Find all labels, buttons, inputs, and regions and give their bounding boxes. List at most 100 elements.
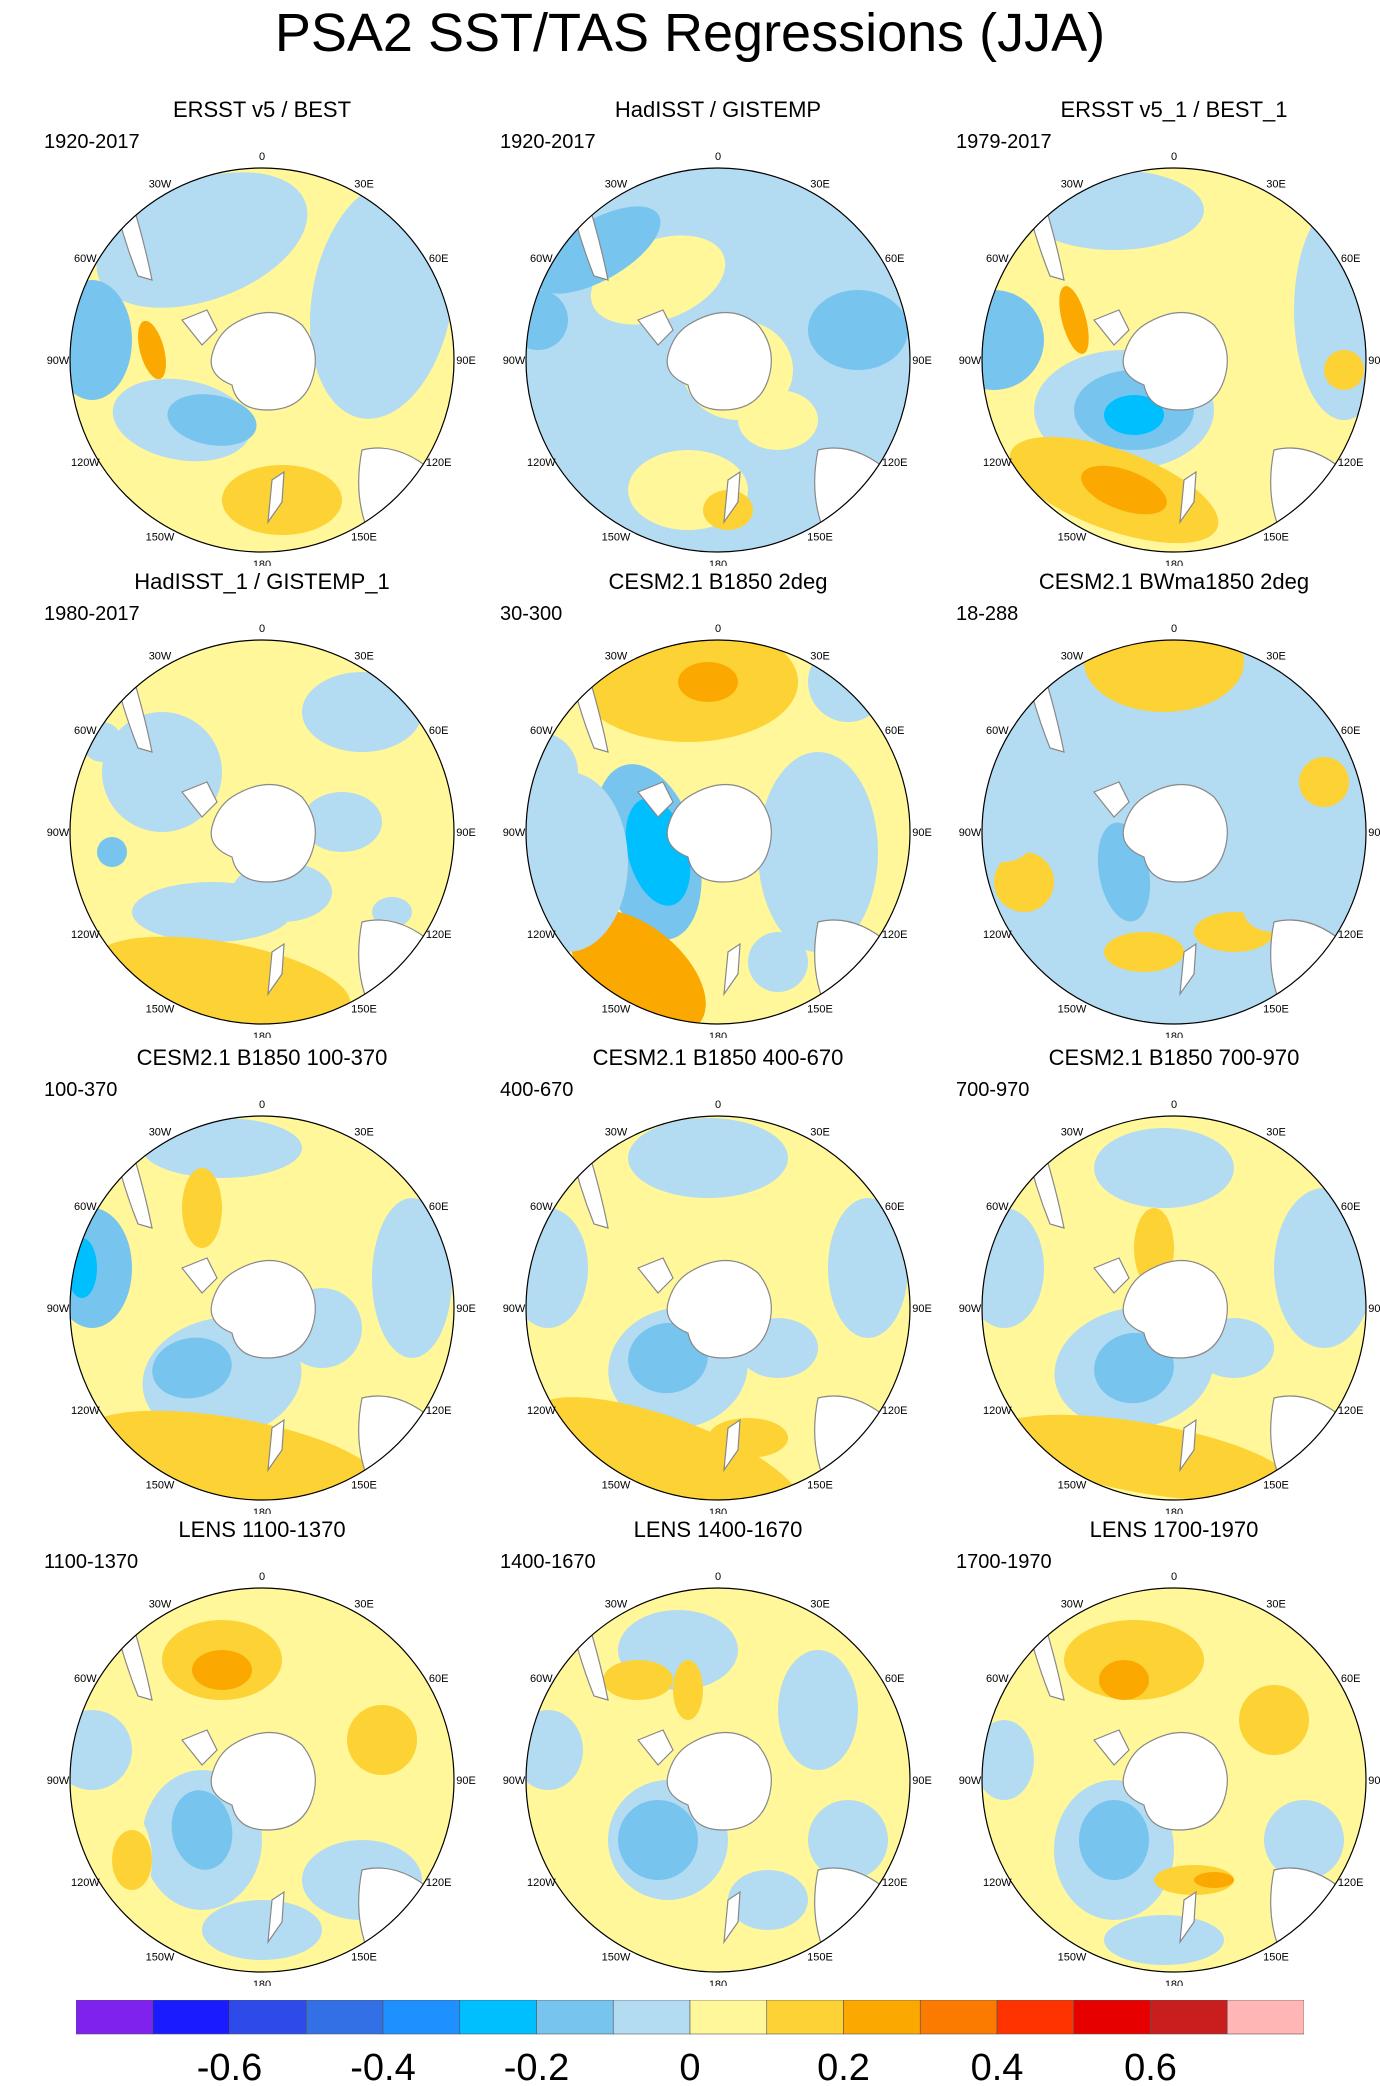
longitude-label: 60E xyxy=(1341,253,1361,265)
polar-map: 0 30E 60E 90E 120E 150E 180 150W 120W 90W 60W 30W xyxy=(503,623,932,1038)
longitude-label: 90E xyxy=(1368,355,1380,367)
field-contour xyxy=(778,1650,858,1770)
temperature-field xyxy=(70,640,454,1024)
panel-title: HadISST / GISTEMP xyxy=(614,97,822,122)
longitude-label: 60E xyxy=(429,725,449,737)
longitude-label: 30W xyxy=(1061,1126,1084,1138)
longitude-label: 60E xyxy=(885,1201,905,1213)
field-contour xyxy=(1294,200,1366,420)
longitude-label: 180 xyxy=(253,1979,271,1986)
longitude-label: 90W xyxy=(503,355,526,367)
map-panel: 0 30E 60E 90E 120E 150E 180 150W 120W 90W 60W 30W LE… xyxy=(492,1516,944,1986)
field-contour xyxy=(828,1198,908,1338)
field-contour xyxy=(526,772,628,952)
longitude-label: 30E xyxy=(354,650,374,662)
longitude-label: 60E xyxy=(885,253,905,265)
longitude-label: 60W xyxy=(530,253,553,265)
longitude-label: 150W xyxy=(602,1480,631,1492)
longitude-label: 30W xyxy=(605,178,628,190)
new-zealand-coastline xyxy=(1179,942,1197,997)
longitude-label: 150E xyxy=(1263,1004,1289,1016)
temperature-field xyxy=(526,640,910,1024)
longitude-label: 150E xyxy=(807,1952,833,1964)
panel-period: 100-370 xyxy=(44,1079,118,1101)
longitude-label: 90E xyxy=(912,355,932,367)
field-contour xyxy=(1239,1685,1309,1755)
longitude-label: 180 xyxy=(709,1031,727,1038)
longitude-label: 90W xyxy=(47,1775,70,1787)
field-contour xyxy=(526,290,568,350)
longitude-label: 90W xyxy=(47,827,70,839)
field-contour xyxy=(728,1870,808,1930)
longitude-label: 150E xyxy=(351,1952,377,1964)
longitude-label: 120W xyxy=(983,457,1012,469)
longitude-label: 30W xyxy=(1061,178,1084,190)
longitude-label: 30E xyxy=(354,1126,374,1138)
longitude-label: 90W xyxy=(503,1775,526,1787)
longitude-label: 30E xyxy=(810,1126,830,1138)
panel-period: 30-300 xyxy=(500,603,563,625)
colorbar-swatch xyxy=(229,2000,307,2035)
map-panel: 0 30E 60E 90E 120E 150E 180 150W 120W 90W 60W 30W ER… xyxy=(36,96,488,566)
polar-map: 0 30E 60E 90E 120E 150E 180 150W 120W 90W 60W 30W xyxy=(503,1571,932,1986)
longitude-label: 120W xyxy=(71,1877,100,1889)
field-contour xyxy=(570,910,706,1024)
longitude-label: 150E xyxy=(1263,532,1289,544)
map-border xyxy=(525,167,911,553)
longitude-label: 120E xyxy=(426,1877,452,1889)
map-panel: 0 30E 60E 90E 120E 150E 180 150W 120W 90W 60W 30W LE… xyxy=(948,1516,1380,1986)
map-panel: 0 30E 60E 90E 120E 150E 180 150W 120W 90W 60W 30W ER… xyxy=(948,96,1380,566)
longitude-label: 180 xyxy=(253,1031,271,1038)
field-contour xyxy=(302,672,422,752)
colorbar-label: 0.4 xyxy=(971,2047,1024,2086)
longitude-label: 150E xyxy=(351,1480,377,1492)
field-contour xyxy=(84,1410,380,1500)
map-border xyxy=(69,167,455,553)
colorbar: -0.6 -0.4 -0.2 0 0.2 0.4 0.6 xyxy=(76,2000,1304,2086)
antarctic-peninsula-coastline xyxy=(1093,1729,1130,1766)
longitude-label: 120W xyxy=(527,1877,556,1889)
field-contour xyxy=(1194,1872,1234,1888)
colorbar-label: -0.4 xyxy=(350,2047,415,2086)
longitude-label: 0 xyxy=(715,1099,721,1111)
longitude-label: 60W xyxy=(986,1201,1009,1213)
colorbar-swatch xyxy=(766,2000,844,2035)
antarctica-coastline xyxy=(210,1260,316,1359)
temperature-field xyxy=(526,1116,910,1500)
longitude-label: 60E xyxy=(429,1201,449,1213)
field-contour xyxy=(808,290,908,370)
longitude-label: 0 xyxy=(259,1099,265,1111)
antarctic-peninsula-coastline xyxy=(1093,309,1130,346)
field-contour xyxy=(1084,640,1244,712)
panel-title: LENS 1100-1370 xyxy=(178,1517,346,1542)
longitude-label: 150E xyxy=(1263,1480,1289,1492)
map-panel: 0 30E 60E 90E 120E 150E 180 150W 120W 90W 60W 30W Ha… xyxy=(492,96,944,566)
polar-map: 0 30E 60E 90E 120E 150E 180 150W 120W 90W 60W 30W xyxy=(959,623,1380,1038)
longitude-label: 60W xyxy=(986,725,1009,737)
longitude-label: 90W xyxy=(47,1303,70,1315)
longitude-label: 90W xyxy=(503,1303,526,1315)
longitude-label: 120E xyxy=(426,457,452,469)
antarctic-peninsula-coastline xyxy=(1093,1257,1130,1294)
temperature-field xyxy=(70,1588,454,1972)
field-contour xyxy=(618,1800,698,1880)
longitude-label: 30E xyxy=(354,1598,374,1610)
longitude-label: 60W xyxy=(986,1673,1009,1685)
longitude-label: 90E xyxy=(456,1775,476,1787)
field-contour xyxy=(1264,1800,1344,1880)
field-contour xyxy=(372,897,412,927)
field-contour xyxy=(994,852,1054,912)
antarctic-peninsula-coastline xyxy=(637,781,674,818)
map-border xyxy=(525,1115,911,1501)
longitude-label: 120E xyxy=(882,1405,908,1417)
longitude-label: 30W xyxy=(605,650,628,662)
longitude-label: 60W xyxy=(530,1673,553,1685)
antarctic-peninsula-coastline xyxy=(181,781,218,818)
field-contour xyxy=(1099,1660,1149,1700)
longitude-label: 30E xyxy=(354,178,374,190)
longitude-label: 0 xyxy=(259,151,265,163)
colorbar-label: 0.6 xyxy=(1124,2047,1177,2086)
temperature-field xyxy=(982,168,1366,552)
longitude-label: 120E xyxy=(426,929,452,941)
map-border xyxy=(525,1587,911,1973)
